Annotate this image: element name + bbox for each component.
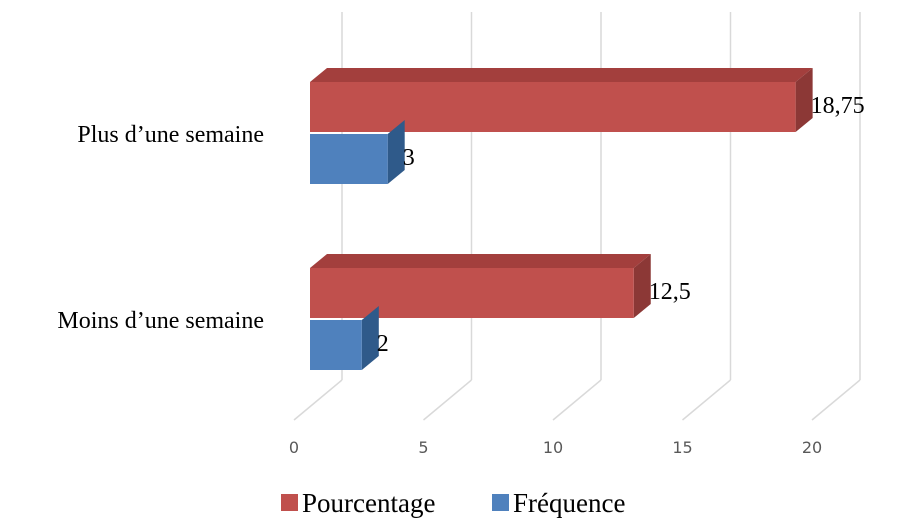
category-label: Moins d’une semaine [57,308,264,334]
x-tick-label: 15 [672,438,692,457]
bar-top-face [310,254,651,268]
gridline-floor [423,379,472,421]
bar-side-face [361,306,379,370]
legend-label: Fréquence [513,488,625,518]
gridline-floor [811,379,861,421]
bar-pourcentage-0 [310,82,796,132]
x-tick-label: 10 [543,438,563,457]
bar-side-face [633,254,651,318]
gridline-floor [293,379,343,421]
bar-pourcentage-1 [310,268,634,318]
bar-frequence-0 [310,134,388,184]
data-label: 3 [403,145,415,171]
bar-frequence-1 [310,320,362,370]
legend-label: Pourcentage [302,488,435,518]
gridline-floor [682,379,731,421]
bar-top-face [310,68,813,82]
data-label: 12,5 [649,279,691,305]
bar-side-face [387,120,405,184]
x-axis-ticks: 0 5 10 15 20 [289,438,822,457]
legend-swatch [281,494,298,511]
data-label: 18,75 [811,93,865,119]
category-label: Plus d’une semaine [77,122,264,148]
legend-swatch [492,494,509,511]
bars [310,68,813,370]
bar-side-face [795,68,813,132]
x-tick-label: 20 [802,438,822,457]
gridline-floor [552,379,602,421]
category-labels: Plus d’une semaine Moins d’une semaine [57,122,264,334]
value-labels: 18,75 3 12,5 2 [377,93,865,357]
x-tick-label: 5 [418,438,428,457]
x-tick-label: 0 [289,438,299,457]
legend: Pourcentage Fréquence [281,488,625,518]
data-label: 2 [377,331,389,357]
